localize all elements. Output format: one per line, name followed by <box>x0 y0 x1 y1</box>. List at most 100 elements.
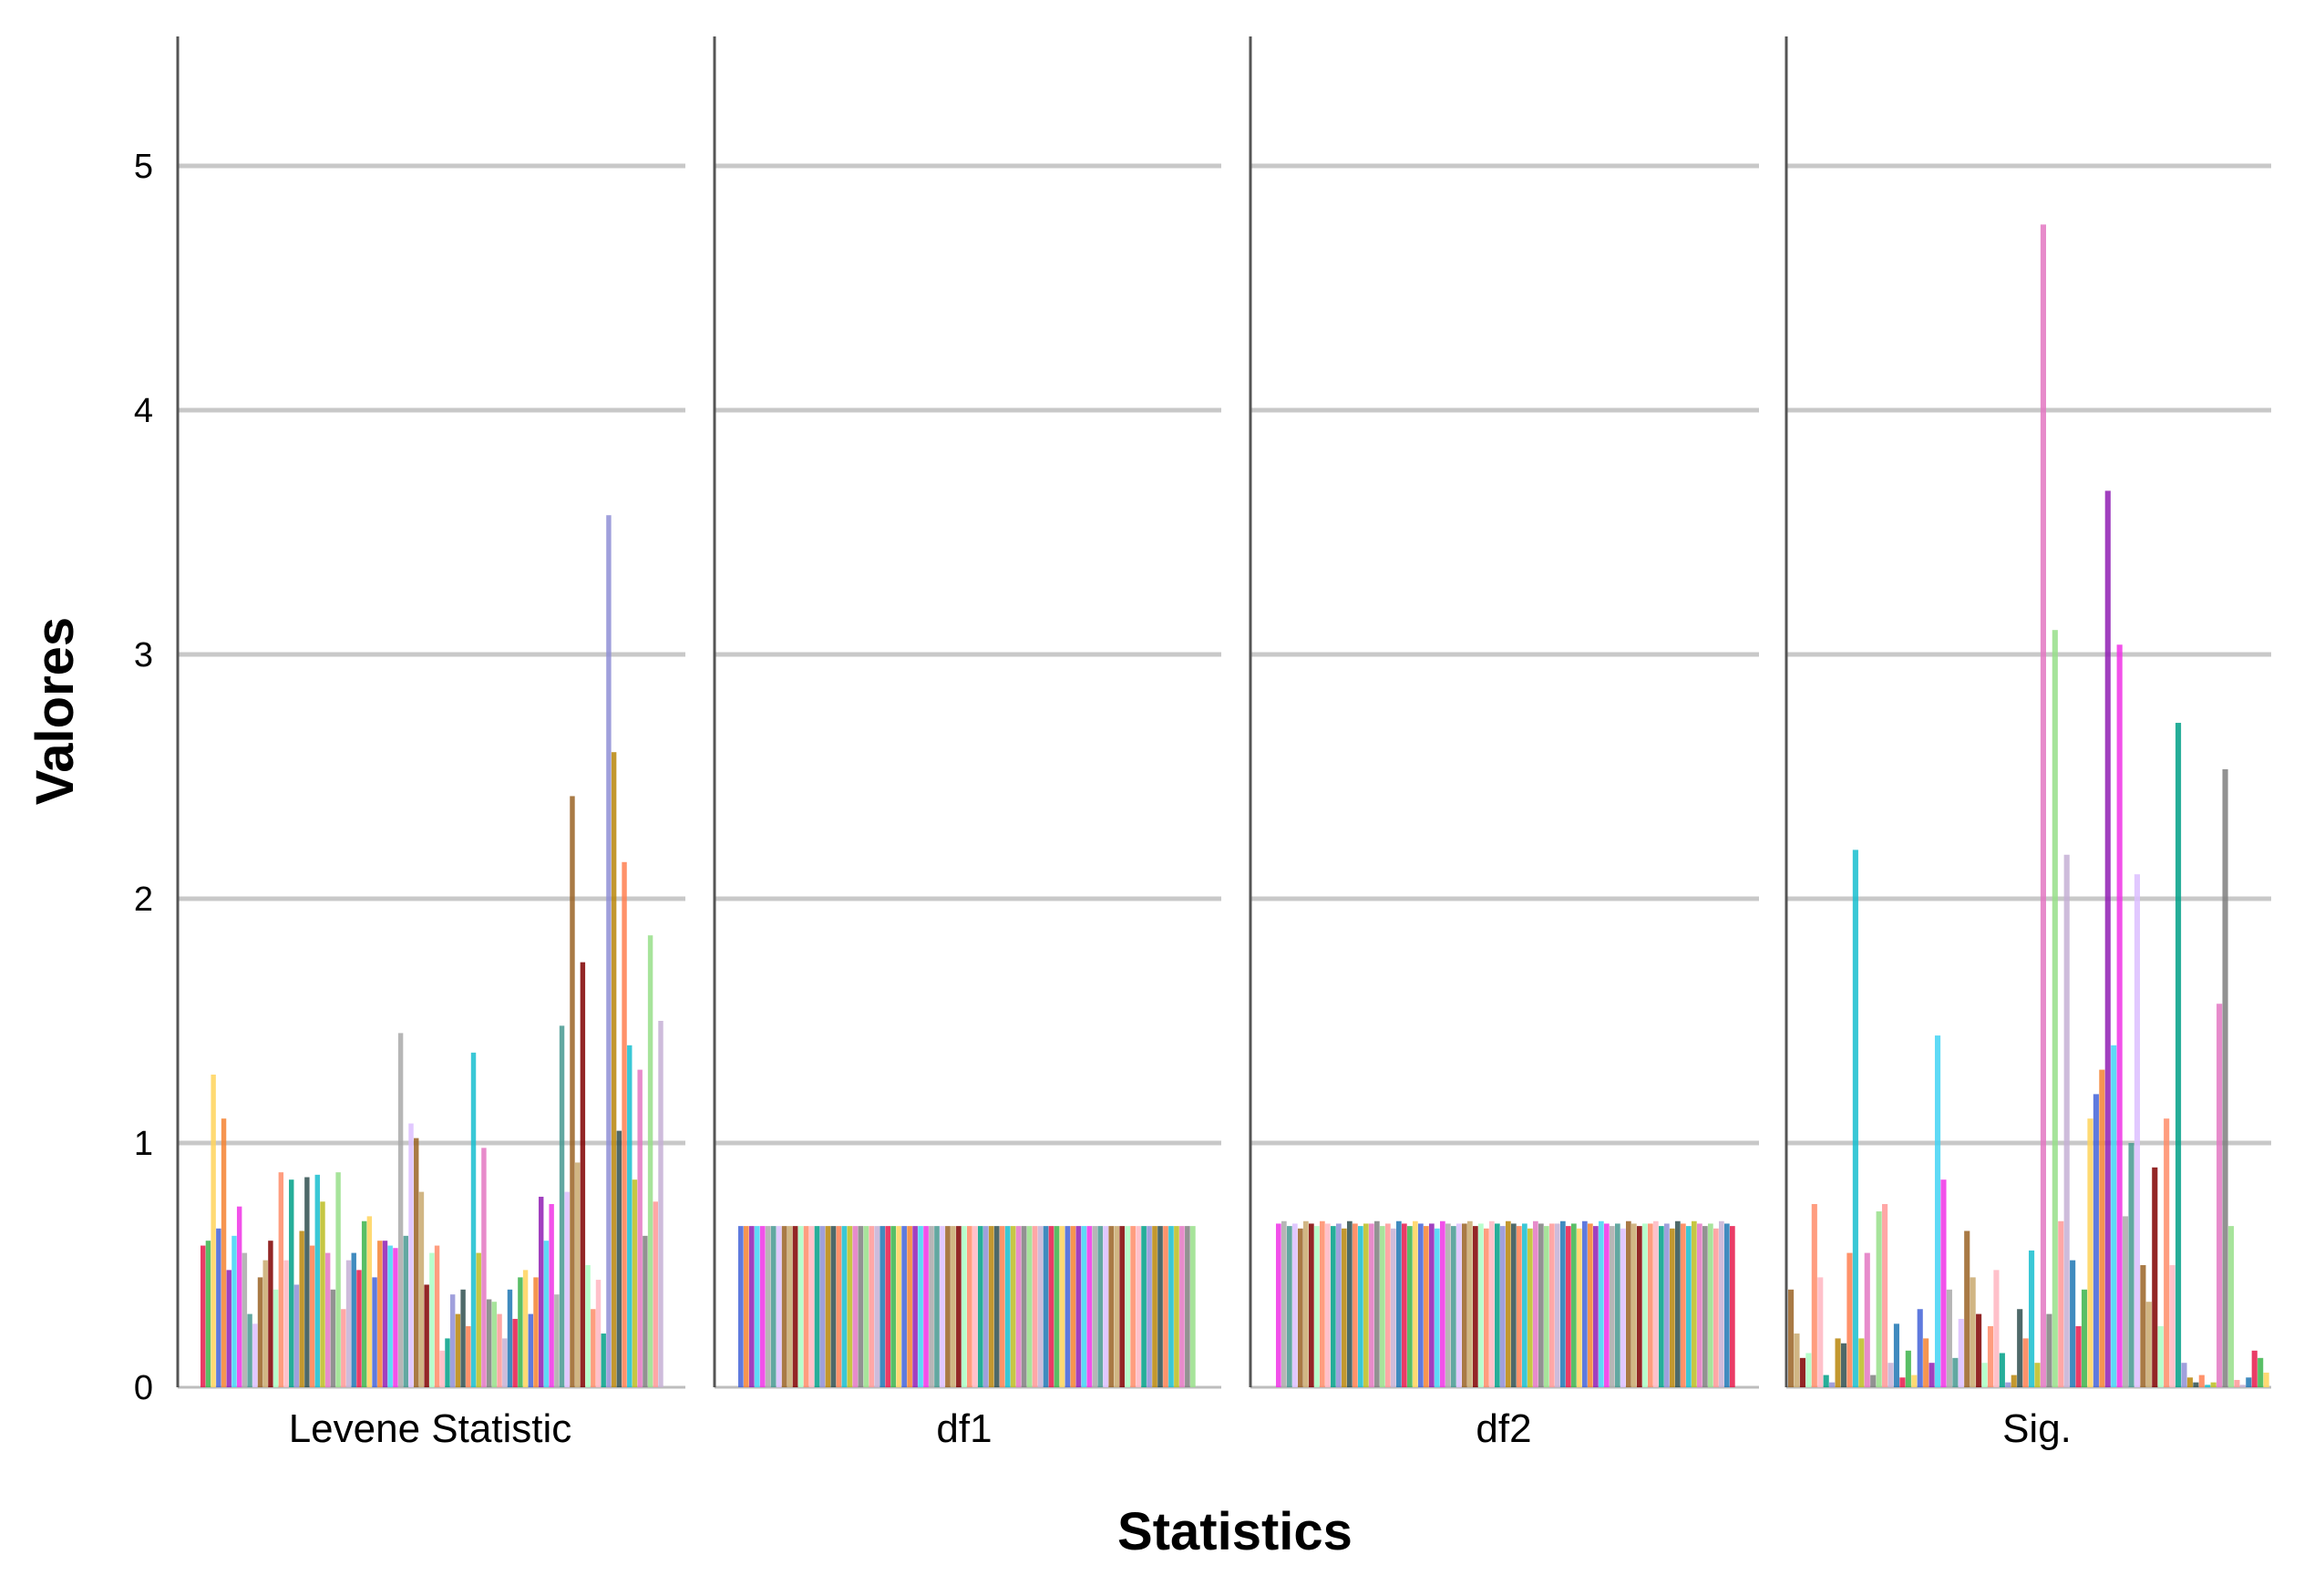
bar <box>549 1204 554 1387</box>
bar <box>1692 1220 1697 1387</box>
bar <box>819 1226 826 1387</box>
bar <box>1347 1220 1353 1387</box>
bar <box>439 1350 445 1387</box>
bar <box>1864 1252 1870 1387</box>
bar <box>1048 1226 1054 1387</box>
bar <box>361 1220 367 1387</box>
bar <box>2111 1045 2117 1387</box>
bar <box>455 1313 461 1387</box>
bar <box>330 1289 336 1387</box>
bar <box>1934 1035 1941 1387</box>
bar <box>1407 1226 1413 1387</box>
bar <box>289 1179 294 1387</box>
bar <box>940 1226 945 1387</box>
bar <box>1081 1226 1087 1387</box>
bar <box>257 1277 263 1387</box>
bar <box>356 1270 362 1387</box>
bar <box>2128 1143 2134 1387</box>
bar <box>1157 1226 1163 1387</box>
bar <box>945 1226 951 1387</box>
bar <box>1097 1226 1104 1387</box>
bar <box>1369 1223 1374 1387</box>
bar <box>211 1074 216 1387</box>
bar <box>1114 1226 1120 1387</box>
bar <box>403 1235 409 1387</box>
bar <box>2011 1375 2017 1387</box>
y-tick-label: 2 <box>134 880 153 919</box>
bar <box>2181 1363 2187 1387</box>
bar <box>1882 1204 1888 1387</box>
bar <box>418 1191 425 1387</box>
bar <box>1829 1382 1836 1387</box>
bar <box>863 1226 869 1387</box>
bar <box>201 1245 206 1387</box>
bar <box>1588 1223 1593 1387</box>
bar <box>1664 1223 1670 1387</box>
bar <box>1626 1220 1631 1387</box>
bar <box>1511 1223 1517 1387</box>
bar <box>1549 1223 1555 1387</box>
bar <box>1015 1226 1022 1387</box>
bar <box>293 1284 300 1387</box>
bar <box>1970 1277 1976 1387</box>
bar <box>643 1235 648 1387</box>
bar <box>522 1270 529 1387</box>
bar <box>814 1226 820 1387</box>
panel-bars <box>738 1226 1196 1387</box>
bar <box>1287 1226 1292 1387</box>
bar <box>1478 1223 1484 1387</box>
bar <box>1190 1226 1196 1387</box>
bar <box>1917 1309 1923 1387</box>
bar <box>502 1338 508 1387</box>
bar <box>616 1130 622 1387</box>
bar <box>1788 1289 1795 1387</box>
bar <box>1952 1357 1959 1387</box>
bar <box>1435 1228 1440 1387</box>
bar <box>242 1252 248 1387</box>
bar <box>647 935 653 1387</box>
axes <box>176 36 1788 1387</box>
bar <box>907 1226 912 1387</box>
bar <box>1103 1226 1109 1387</box>
bar <box>1281 1220 1287 1387</box>
bar <box>543 1241 550 1387</box>
bar <box>252 1323 258 1387</box>
bar <box>1467 1220 1473 1387</box>
bar <box>847 1226 853 1387</box>
bar <box>2040 224 2046 1387</box>
bar <box>320 1201 325 1387</box>
bar <box>262 1260 268 1387</box>
bar <box>1637 1226 1642 1387</box>
bar <box>2005 1382 2011 1387</box>
bar <box>1958 1318 1964 1387</box>
bar <box>841 1226 848 1387</box>
bar <box>2123 1216 2129 1387</box>
bar <box>449 1294 456 1387</box>
bar <box>1070 1226 1076 1387</box>
bar <box>825 1226 831 1387</box>
bar <box>1320 1220 1325 1387</box>
bar <box>601 1333 606 1387</box>
bar <box>956 1226 962 1387</box>
bar <box>231 1235 237 1387</box>
bar <box>372 1277 377 1387</box>
bar <box>1835 1338 1841 1387</box>
bar <box>1852 849 1858 1387</box>
bar <box>1075 1226 1082 1387</box>
bar <box>622 861 627 1387</box>
bar <box>1065 1226 1071 1387</box>
bar <box>580 962 586 1387</box>
bar <box>2175 723 2182 1387</box>
bar <box>885 1226 891 1387</box>
bar <box>923 1226 929 1387</box>
y-tick-label: 4 <box>134 392 153 430</box>
bar <box>2169 1265 2175 1387</box>
bar <box>1298 1228 1303 1387</box>
bar <box>1440 1220 1445 1387</box>
bar <box>1642 1223 1648 1387</box>
bar <box>1811 1204 1817 1387</box>
panel-label: df1 <box>936 1406 992 1451</box>
bar <box>653 1201 658 1387</box>
bar <box>1331 1226 1336 1387</box>
